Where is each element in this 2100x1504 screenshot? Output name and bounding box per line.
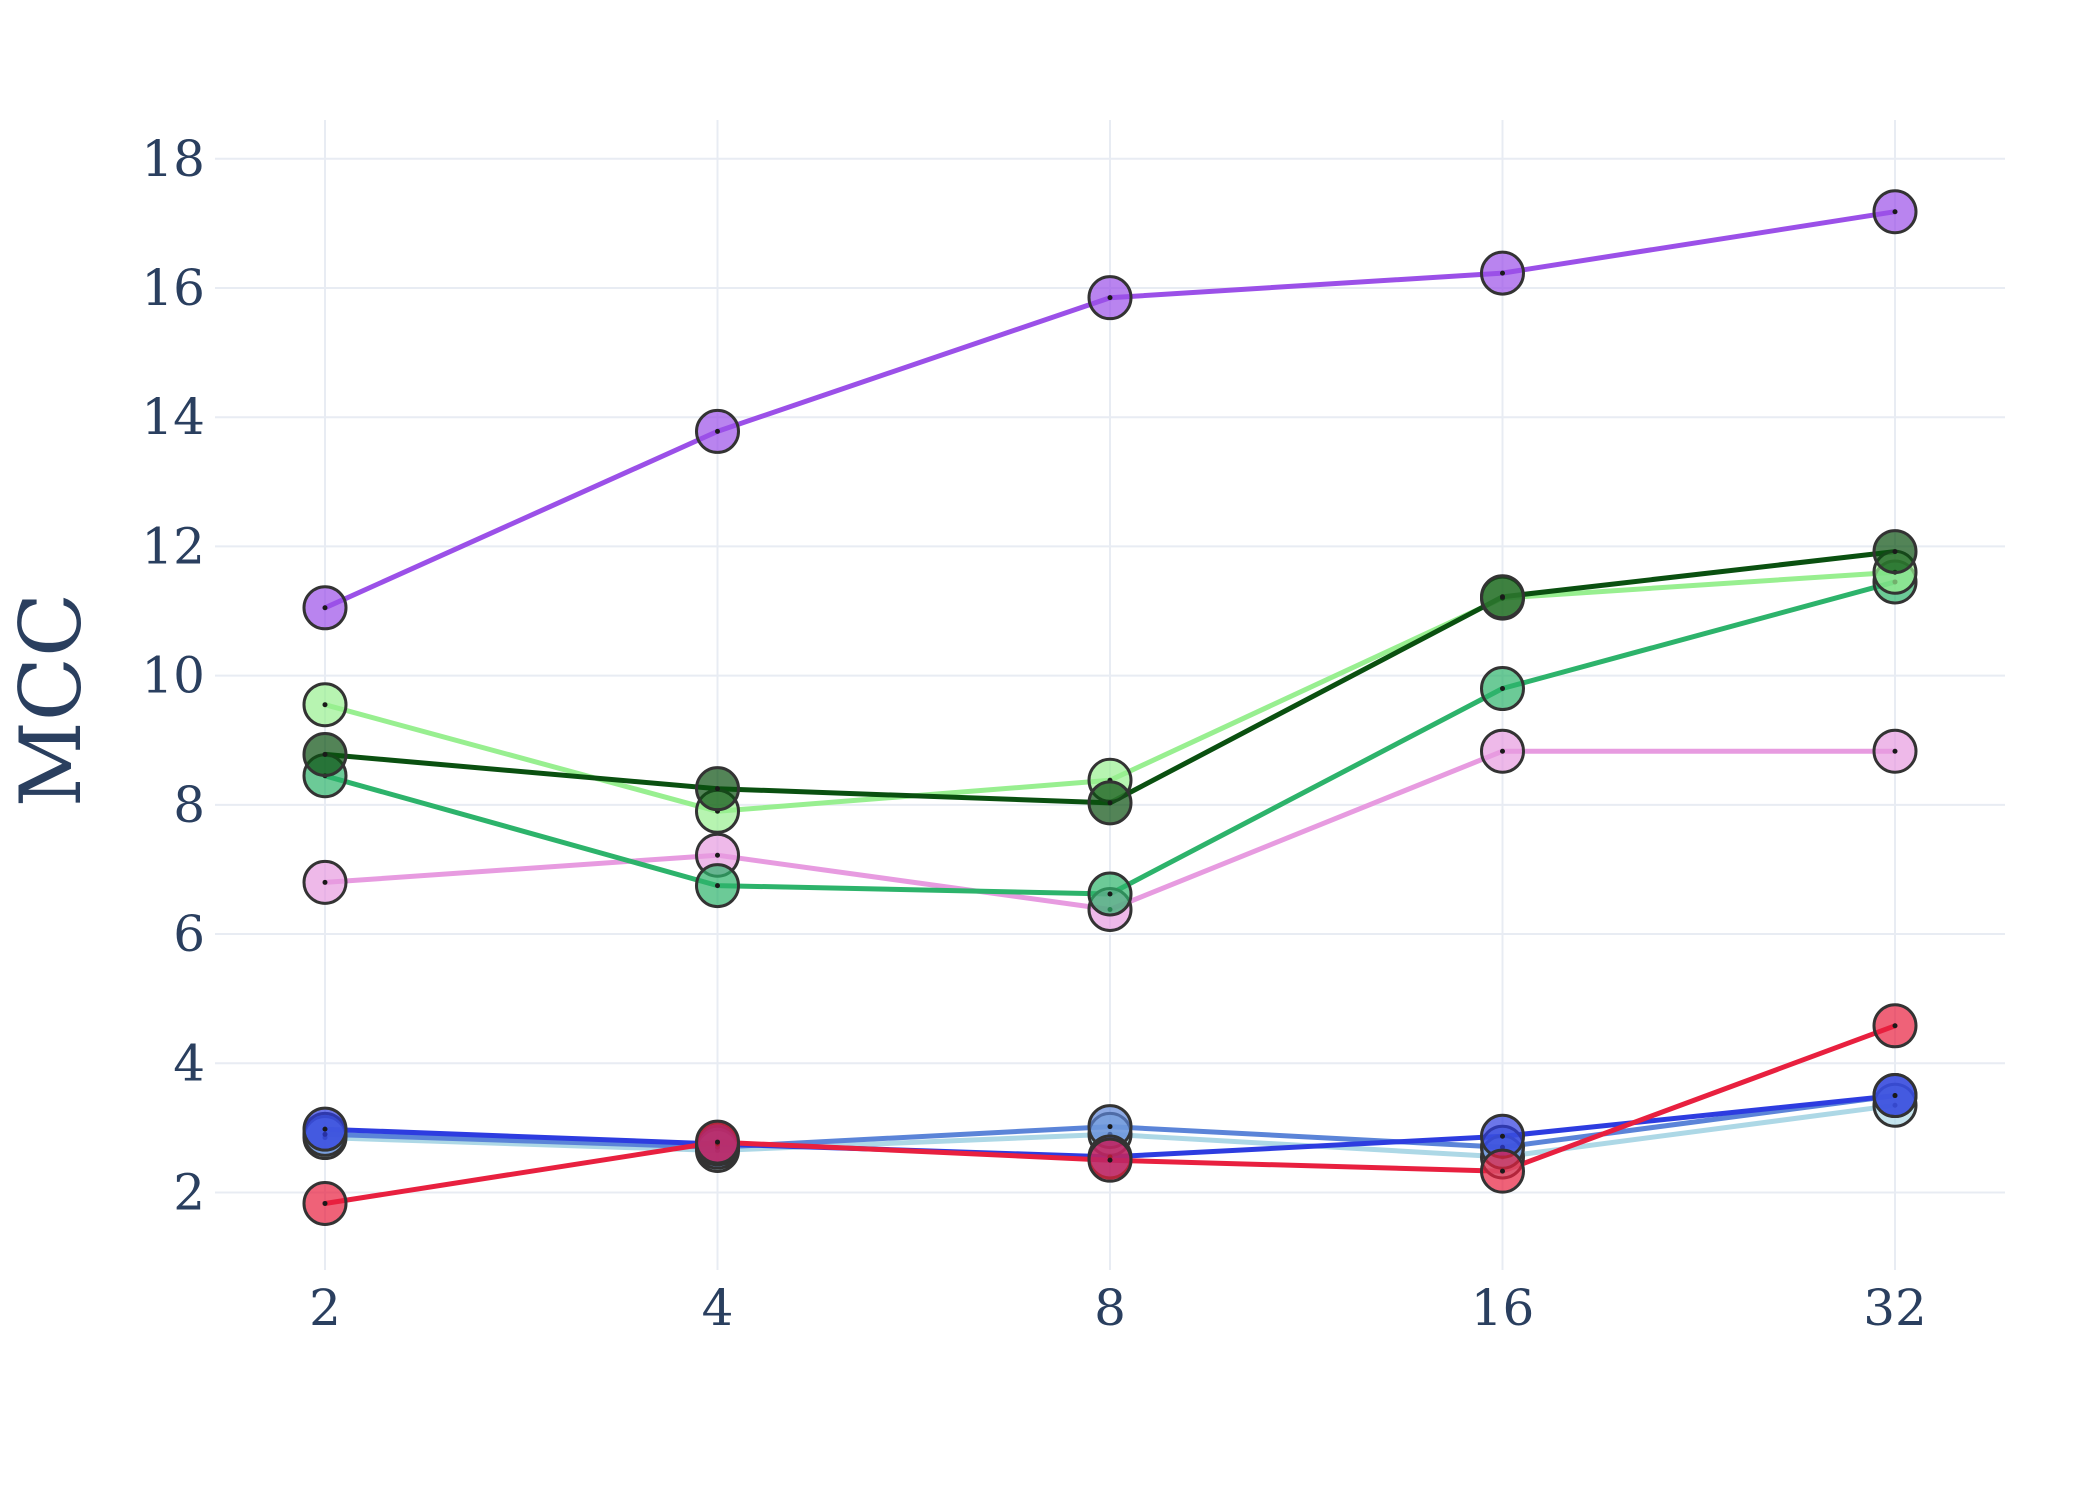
y-axis-title: MCC [2,593,100,808]
y-tick-label: 8 [173,776,205,834]
y-tick-label: 10 [141,647,205,705]
x-axis-ticks: 2 4 8 16 32 [309,1279,1927,1337]
data-point-center [1500,270,1505,276]
data-point-center [1107,891,1113,897]
y-tick-label: 6 [173,905,205,963]
data-point-center [322,1200,328,1206]
data-point-center [1107,295,1113,301]
y-tick-label: 12 [141,517,205,575]
data-point-center [1107,1124,1113,1130]
data-point-center [322,605,328,611]
data-point-center [322,1126,328,1132]
data-point-center [1500,594,1505,600]
data-point-center [1500,686,1505,692]
data-point-center [1107,800,1113,806]
y-tick-label: 14 [141,388,205,446]
data-point-center [715,786,720,792]
y-axis-ticks: 2 4 6 8 10 12 14 16 18 [141,130,205,1222]
data-point-center [1500,748,1505,754]
y-tick-label: 4 [173,1034,205,1092]
data-point-center [1107,1157,1113,1163]
data-point-center [1892,209,1898,215]
x-tick-label: 2 [309,1279,341,1337]
data-point-center [715,852,720,858]
y-tick-label: 18 [141,130,205,188]
data-point-center [715,883,720,889]
data-point-center [1500,1133,1505,1139]
x-tick-label: 8 [1094,1279,1126,1337]
x-tick-label: 4 [702,1279,734,1337]
y-tick-label: 2 [173,1163,205,1221]
series-markers [302,189,1918,1226]
data-point-center [1892,1093,1898,1099]
data-point-center [322,751,328,757]
data-point-center [322,702,328,708]
data-point-center [322,879,328,885]
y-tick-label: 16 [141,259,205,317]
data-point-center [715,428,720,434]
data-point-center [1892,549,1898,555]
x-tick-label: 32 [1863,1279,1927,1337]
data-point-center [1500,1168,1505,1174]
data-point-center [1892,1023,1898,1029]
data-point-center [715,1139,720,1145]
x-tick-label: 16 [1471,1279,1535,1337]
data-point-center [1892,748,1898,754]
